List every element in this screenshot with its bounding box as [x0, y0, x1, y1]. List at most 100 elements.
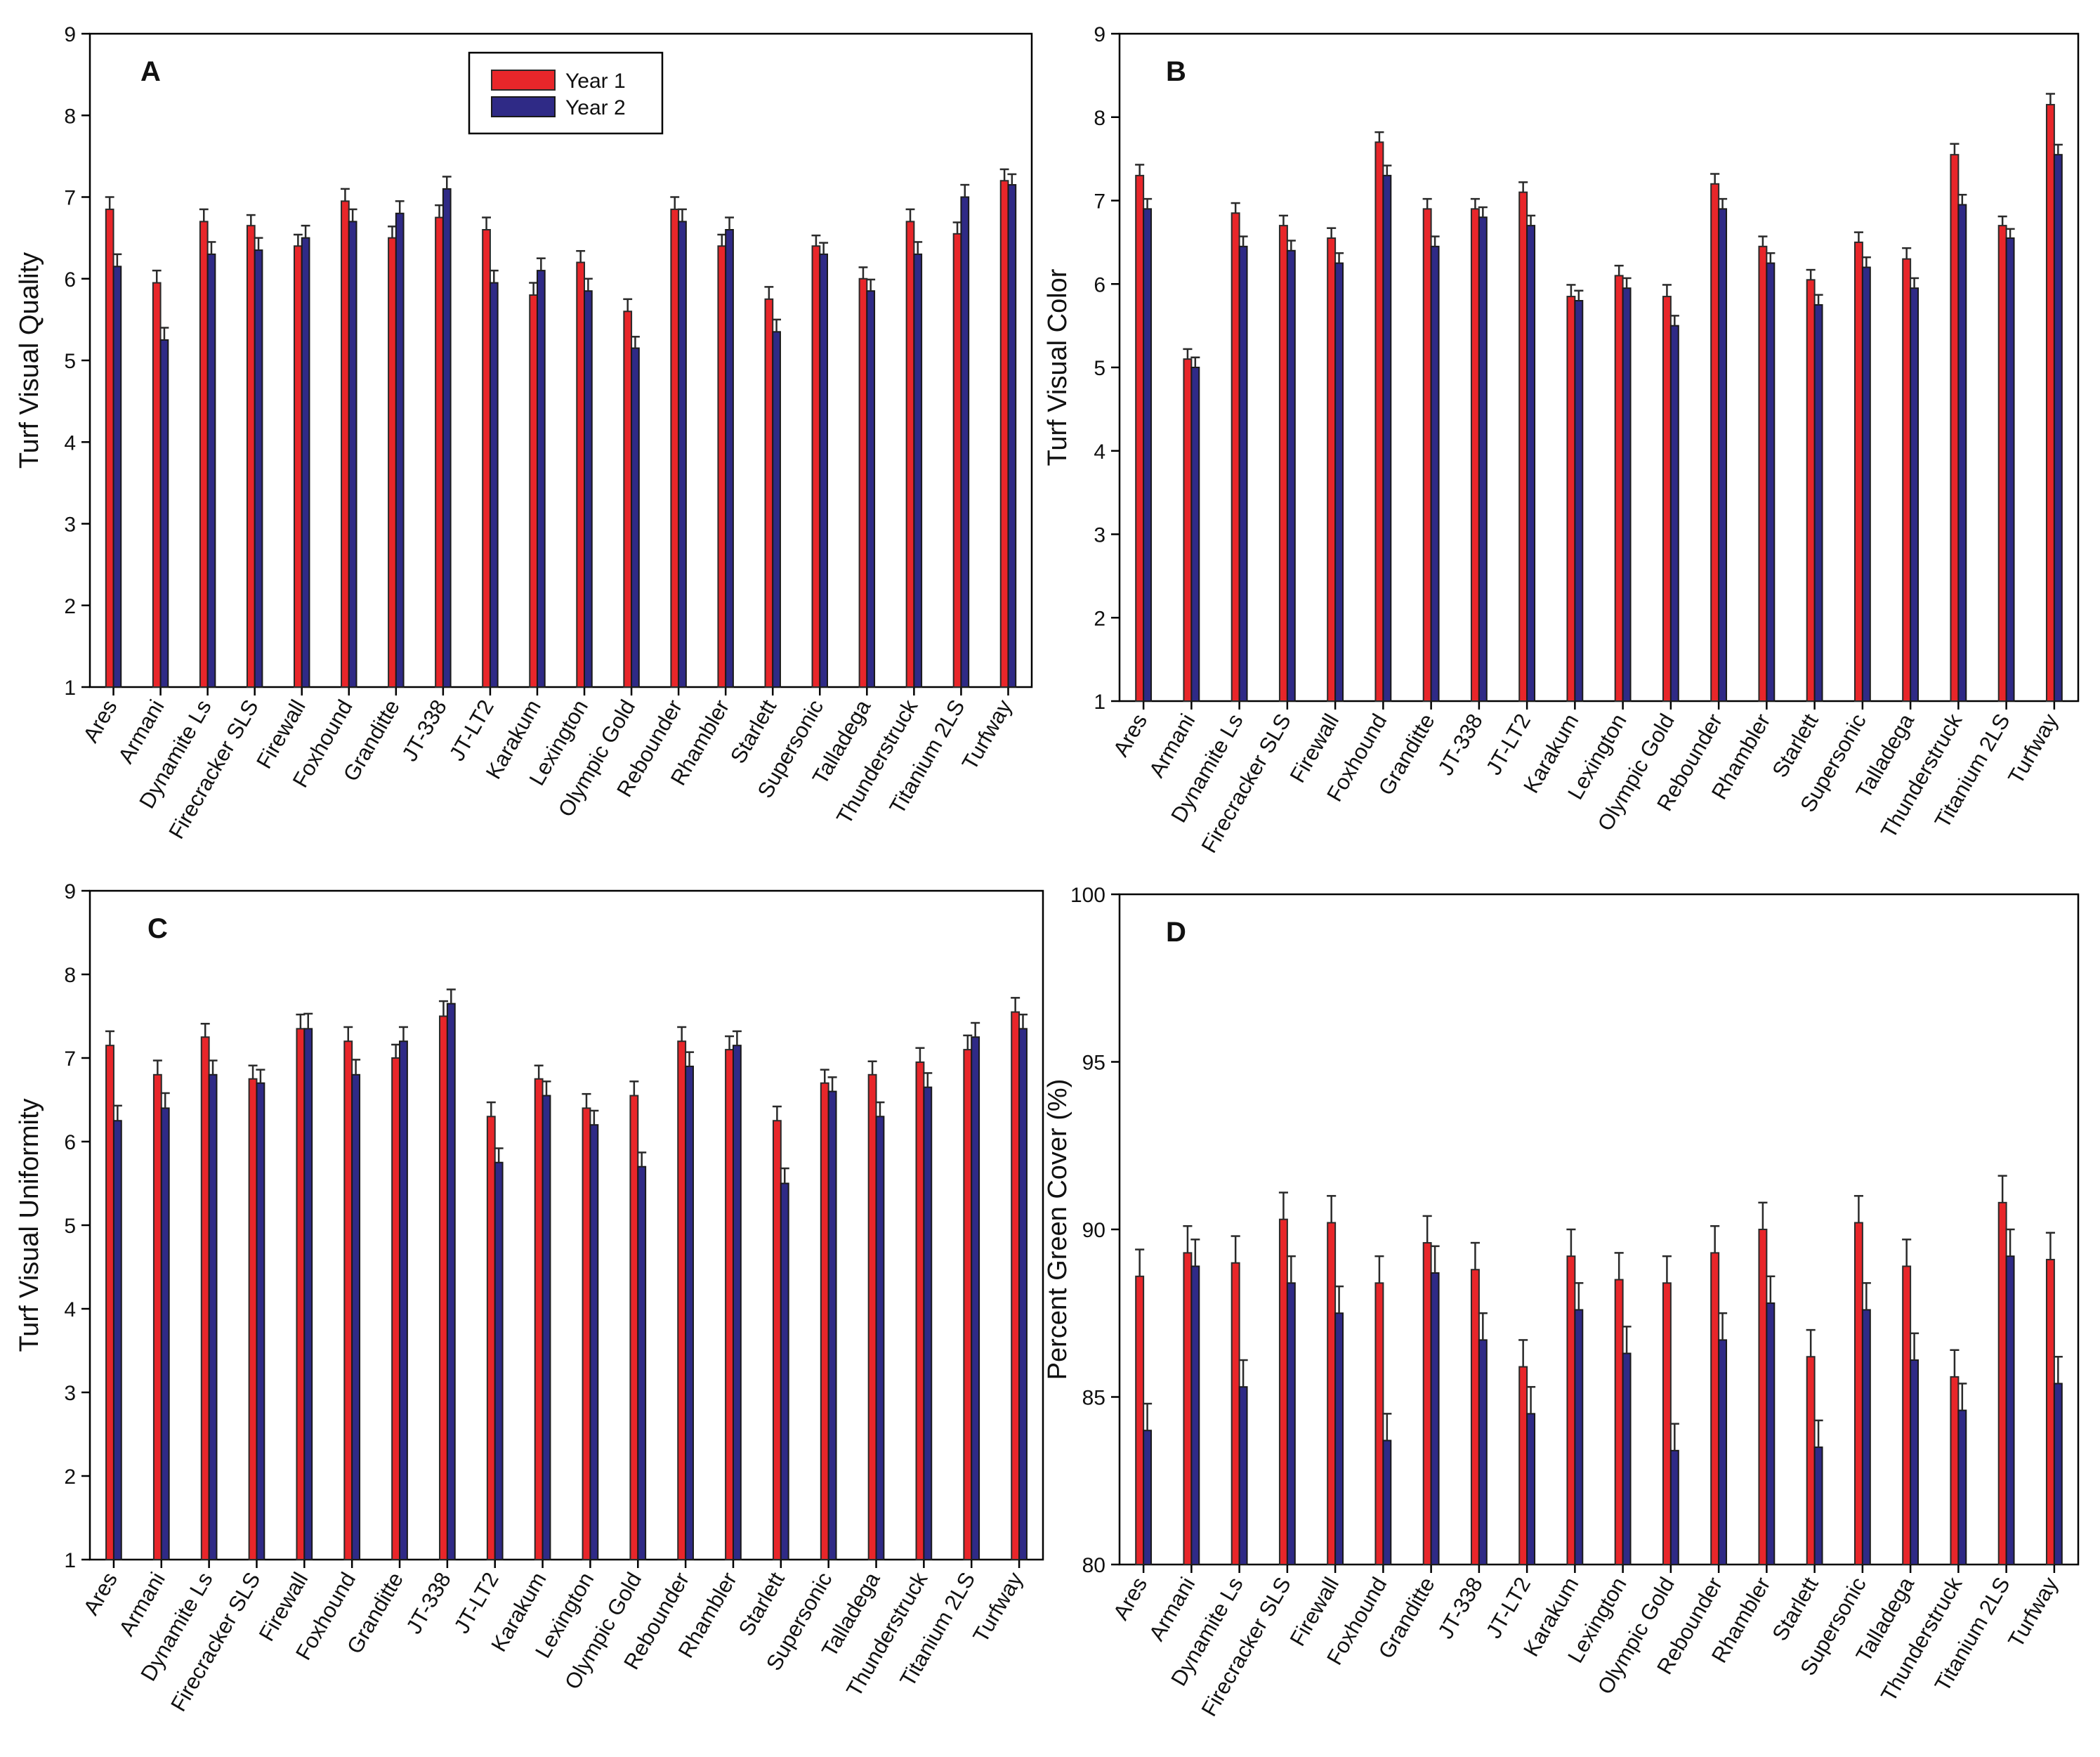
bar-year1: [1278, 225, 1288, 702]
bar-year2: [678, 221, 687, 688]
y-tick-label: 7: [64, 1047, 76, 1071]
x-category-label: Ares: [79, 1568, 122, 1619]
bar-year2: [112, 1120, 122, 1560]
bar-year1: [1758, 245, 1768, 702]
bar-year2: [971, 1036, 980, 1560]
legend-label: Year 1: [565, 70, 626, 93]
bar-year1: [486, 1116, 496, 1561]
bar-year1: [1997, 1201, 2007, 1565]
bar-year2: [399, 1040, 408, 1560]
y-tick-label: 6: [64, 268, 76, 292]
bar-year1: [952, 233, 962, 688]
bar-year1: [1710, 183, 1720, 702]
bar-year1: [582, 1107, 591, 1560]
bar-year1: [623, 311, 633, 688]
bar-year2: [256, 1082, 265, 1560]
bar-year2: [1382, 1439, 1392, 1566]
bar-year2: [159, 339, 169, 688]
y-tick-label: 6: [1094, 273, 1105, 296]
bar-year1: [1758, 1229, 1768, 1565]
bar-year1: [534, 1078, 544, 1560]
bar-year2: [1334, 1312, 1344, 1565]
bar-year1: [2045, 1258, 2055, 1566]
bar-year2: [2005, 237, 2015, 702]
bar-year1: [772, 1120, 782, 1560]
bar-year2: [1669, 1449, 1679, 1566]
bar-year1: [293, 245, 303, 688]
bar-year2: [1766, 262, 1776, 702]
panel-letter: C: [147, 913, 168, 944]
bar-year2: [960, 196, 970, 688]
x-category-label: Ares: [1108, 1573, 1152, 1624]
bar-year1: [439, 1015, 448, 1560]
bar-year2: [1574, 300, 1584, 702]
bar-year1: [1566, 1255, 1576, 1566]
bar-year1: [1374, 141, 1384, 702]
y-tick-label: 3: [64, 514, 76, 537]
bar-year1: [435, 216, 444, 688]
bar-year2: [1286, 249, 1296, 702]
bar-year2: [536, 270, 546, 688]
bar-year2: [1910, 1359, 1919, 1566]
y-tick-label: 1: [1094, 691, 1105, 714]
y-tick-label: 95: [1082, 1052, 1105, 1075]
panel-letter: A: [140, 56, 161, 87]
y-tick-label: 5: [64, 1215, 76, 1238]
y-tick-label: 1: [64, 1549, 76, 1572]
legend-label: Year 2: [565, 96, 626, 119]
bar-year2: [1143, 1430, 1153, 1565]
x-category-label: Ares: [1108, 710, 1152, 761]
legend-box: [468, 51, 664, 135]
y-tick-label: 2: [64, 595, 76, 618]
bar-year1: [2045, 103, 2055, 702]
y-tick-label: 3: [64, 1382, 76, 1405]
plot-frame: [1118, 893, 2080, 1566]
bar-year2: [725, 229, 734, 688]
y-tick-label: 90: [1082, 1219, 1105, 1242]
bar-year2: [780, 1182, 789, 1560]
bar-year2: [160, 1107, 170, 1560]
bar-year1: [200, 1036, 210, 1560]
y-tick-label: 80: [1082, 1554, 1105, 1577]
y-axis-label: Turf Visual Color: [1043, 268, 1072, 466]
y-tick-label: 1: [64, 677, 76, 700]
bar-year2: [395, 212, 405, 688]
bar-year2: [1190, 1265, 1200, 1565]
bar-year2: [542, 1095, 551, 1561]
bar-year2: [866, 290, 876, 688]
bar-year1: [576, 261, 586, 688]
bar-year2: [208, 1073, 218, 1561]
bar-year2: [1861, 1309, 1871, 1565]
bar-year1: [1183, 1252, 1193, 1565]
y-tick-label: 3: [1094, 524, 1105, 547]
bar-year2: [1766, 1302, 1776, 1565]
bar-year1: [1806, 1356, 1816, 1565]
bar-year2: [631, 347, 640, 688]
bar-year2: [1622, 1352, 1632, 1565]
bar-year1: [105, 1045, 114, 1560]
y-tick-label: 9: [64, 23, 76, 46]
bar-year2: [1190, 367, 1200, 702]
panel-letter: D: [1166, 917, 1186, 948]
bar-year1: [1011, 1011, 1021, 1561]
bar-year1: [1470, 1269, 1480, 1565]
bar-year1: [246, 225, 256, 688]
bar-year2: [819, 253, 829, 688]
x-category-label: JT-338: [401, 1568, 456, 1638]
bar-year2: [112, 266, 122, 688]
bar-year1: [152, 282, 162, 688]
y-axis-label: Turf Visual Quality: [15, 252, 44, 469]
legend-swatch-year2: [491, 96, 556, 117]
x-category-label: JT-338: [1433, 1573, 1488, 1643]
y-tick-label: 100: [1070, 884, 1105, 907]
bar-year1: [905, 221, 915, 688]
bar-year2: [584, 290, 593, 688]
bar-year2: [446, 1002, 456, 1560]
bar-year1: [811, 245, 821, 688]
y-tick-label: 7: [64, 187, 76, 210]
bar-year2: [1143, 208, 1153, 702]
bar-year1: [1327, 1222, 1337, 1565]
